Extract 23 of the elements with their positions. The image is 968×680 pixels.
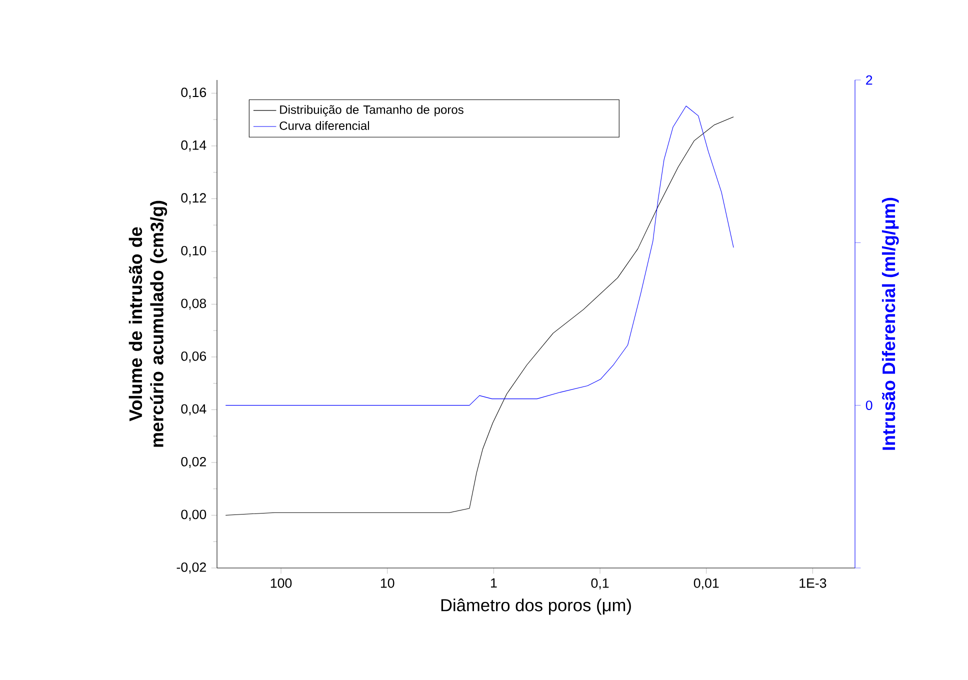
- y-tick-label: 0,08: [181, 298, 206, 310]
- y2-tick-label: 2: [866, 75, 872, 85]
- x-tick-label: 10: [380, 578, 394, 588]
- legend-label: Distribuição de Tamanho de poros: [280, 105, 464, 116]
- legend-label: Curva diferencial: [280, 121, 370, 130]
- y2-axis-title: Intrusão Diferencial (ml/g/μm): [882, 198, 899, 450]
- x-tick-label: 1: [491, 578, 497, 588]
- y-tick-label: -0,02: [176, 562, 206, 574]
- y2-tick-label: 0: [866, 400, 872, 410]
- y-axis-title: Volume de intrusão de mercúrio acumulado (cm3/g): [128, 200, 168, 447]
- y-tick-label: 0,02: [181, 456, 206, 468]
- x-tick-label: 100: [270, 578, 292, 588]
- y-tick-label: 0,06: [181, 351, 206, 362]
- y-tick-label: 0,04: [181, 404, 206, 416]
- x-tick-label: 0,1: [591, 578, 609, 590]
- x-tick-label: 1E-3: [800, 578, 826, 588]
- y-tick-label: 0,16: [181, 88, 206, 99]
- x-tick-label: 0,01: [694, 578, 719, 590]
- y-tick-label: 0,14: [181, 140, 206, 152]
- y-tick-label: 0,00: [181, 510, 206, 521]
- y-tick-label: 0,12: [181, 193, 206, 204]
- y-tick-label: 0,10: [181, 246, 206, 257]
- x-axis-title: Diâmetro dos poros (μm): [441, 598, 631, 615]
